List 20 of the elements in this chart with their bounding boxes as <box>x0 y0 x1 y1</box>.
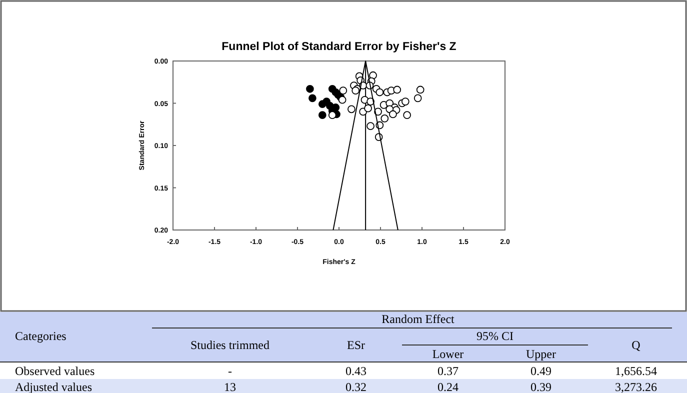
text: 0.39 <box>530 380 552 393</box>
text: - <box>228 364 232 378</box>
text: Lower <box>432 347 464 361</box>
text: 95% CI <box>476 329 514 343</box>
text: ESr <box>347 338 366 352</box>
text: Q <box>632 338 641 352</box>
text: Upper <box>526 347 556 361</box>
text: Observed values <box>15 364 95 378</box>
text: 3,273.26 <box>615 380 657 393</box>
text: Random Effect <box>382 312 456 326</box>
text: 0.43 <box>346 364 366 378</box>
text: 0.32 <box>346 380 366 393</box>
text: 13 <box>224 380 236 393</box>
text: 1,656.54 <box>615 364 657 378</box>
text: 0.24 <box>438 380 458 393</box>
text: Studies trimmed <box>190 338 270 352</box>
text: 0.49 <box>530 364 552 378</box>
chart-title: Funnel Plot of Standard Error by Fisher's Z <box>222 41 456 53</box>
text: Categories <box>15 329 67 343</box>
text: 0.37 <box>438 364 458 378</box>
